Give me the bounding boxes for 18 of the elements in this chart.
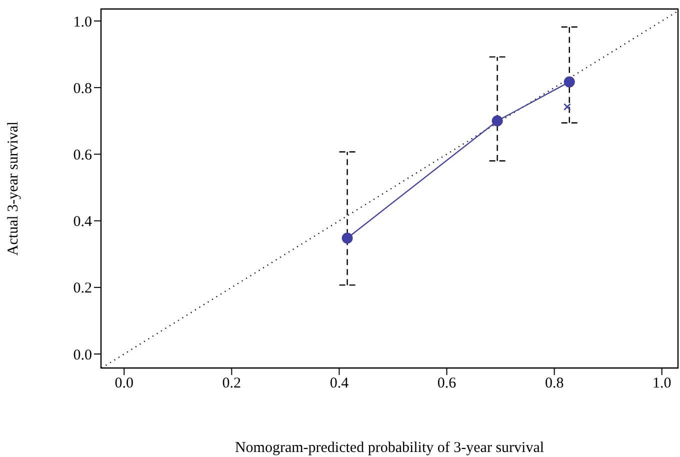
point	[492, 115, 503, 126]
y-tick-label: 0.4	[73, 214, 92, 230]
x-tick-label: 0.4	[330, 376, 350, 392]
point	[342, 232, 353, 244]
y-axis-title: Actual 3-year survival	[5, 121, 22, 256]
y-tick-label: 0.2	[73, 280, 92, 297]
x-tick-label: 0.8	[544, 376, 564, 392]
x-tick-label: 0.2	[222, 376, 242, 392]
point	[564, 76, 575, 88]
y-tick-label: 1.0	[73, 14, 92, 30]
x-axis-title: Nomogram-predicted probability of 3-year survival	[234, 440, 544, 456]
x-tick-label: 0.0	[114, 376, 134, 392]
y-tick-label: 0.6	[73, 148, 92, 164]
y-tick-label: 0.8	[73, 80, 92, 97]
x-tick-label: 1.0	[652, 376, 672, 392]
point	[564, 103, 571, 111]
y-tick-label: 0.0	[73, 347, 92, 364]
x-tick-label: 0.6	[437, 376, 457, 392]
